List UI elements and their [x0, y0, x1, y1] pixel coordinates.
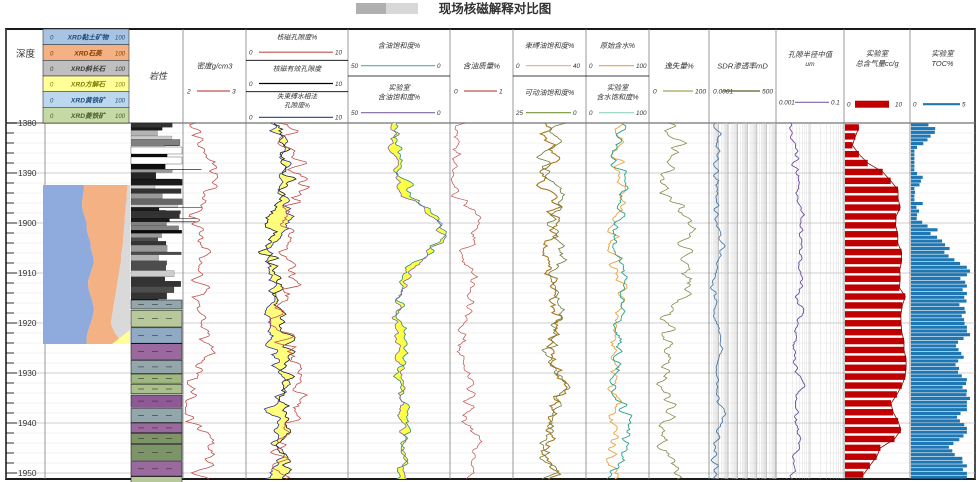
svg-text:可动油饱和度%: 可动油饱和度%: [525, 88, 575, 97]
svg-text:0: 0: [437, 110, 441, 117]
svg-text:现场核磁解释对比图: 现场核磁解释对比图: [439, 1, 552, 16]
svg-text:0: 0: [573, 110, 577, 117]
svg-text:10: 10: [895, 102, 903, 109]
svg-text:5: 5: [962, 102, 966, 109]
svg-text:失束缚水相法: 失束缚水相法: [277, 92, 318, 100]
svg-text:0: 0: [437, 63, 441, 70]
svg-text:100: 100: [115, 67, 126, 73]
svg-text:核磁有效孔隙度: 核磁有效孔隙度: [273, 65, 322, 73]
svg-text:0.001: 0.001: [779, 100, 795, 107]
svg-text:100: 100: [115, 36, 126, 42]
svg-text:0: 0: [249, 115, 253, 122]
svg-text:um: um: [805, 61, 815, 68]
svg-text:实验室: 实验室: [866, 49, 890, 58]
svg-text:0.0001: 0.0001: [713, 89, 734, 96]
svg-text:0: 0: [249, 50, 253, 57]
svg-text:密度g/cm3: 密度g/cm3: [197, 62, 234, 71]
svg-text:XRD石英: XRD石英: [73, 49, 103, 57]
svg-text:含油饱和度%: 含油饱和度%: [378, 41, 421, 50]
svg-text:1940: 1940: [18, 418, 37, 428]
svg-text:50: 50: [351, 63, 359, 70]
svg-text:原始含水%: 原始含水%: [600, 41, 636, 50]
svg-text:孔隙半径中值: 孔隙半径中值: [788, 50, 834, 59]
svg-text:25: 25: [515, 110, 524, 117]
svg-text:XRD方解石: XRD方解石: [70, 81, 106, 89]
svg-text:10: 10: [335, 81, 343, 88]
svg-text:100: 100: [115, 98, 126, 104]
svg-text:50: 50: [351, 110, 359, 117]
svg-text:1930: 1930: [18, 368, 37, 378]
svg-text:XRD菱铁矿: XRD菱铁矿: [70, 112, 106, 120]
svg-text:10: 10: [335, 50, 343, 57]
svg-text:100: 100: [636, 110, 647, 117]
svg-text:1900: 1900: [18, 218, 37, 228]
svg-text:XRD黄铁矿: XRD黄铁矿: [70, 96, 106, 104]
svg-text:1910: 1910: [18, 268, 37, 278]
svg-text:100: 100: [115, 83, 126, 89]
svg-text:实验室: 实验室: [388, 83, 411, 92]
svg-text:3: 3: [232, 89, 236, 96]
svg-text:0: 0: [847, 102, 851, 109]
svg-text:0: 0: [589, 110, 593, 117]
svg-text:0: 0: [249, 81, 253, 88]
svg-text:XRD斜长石: XRD斜长石: [70, 65, 106, 73]
svg-text:TOC%: TOC%: [931, 59, 953, 68]
svg-text:0: 0: [653, 89, 657, 96]
svg-text:100: 100: [695, 89, 706, 96]
svg-text:1390: 1390: [18, 168, 37, 178]
svg-text:0: 0: [589, 63, 593, 70]
svg-text:含水饱和度%: 含水饱和度%: [596, 92, 639, 101]
svg-text:孔隙度%: 孔隙度%: [284, 101, 310, 109]
svg-text:10: 10: [335, 115, 343, 122]
svg-text:1380: 1380: [18, 118, 37, 128]
svg-text:实验室: 实验室: [607, 83, 630, 92]
svg-text:0: 0: [516, 63, 520, 70]
svg-text:0: 0: [913, 102, 917, 109]
svg-text:逸失量%: 逸失量%: [664, 62, 694, 71]
svg-text:实验室: 实验室: [931, 49, 955, 58]
svg-text:XRD黏土矿物: XRD黏土矿物: [67, 34, 110, 42]
svg-text:1950: 1950: [18, 468, 37, 478]
svg-text:束缚油饱和度%: 束缚油饱和度%: [525, 41, 575, 50]
svg-text:SDR渗透率mD: SDR渗透率mD: [717, 62, 768, 71]
svg-text:1920: 1920: [18, 318, 37, 328]
svg-text:40: 40: [573, 63, 581, 70]
svg-text:100: 100: [636, 63, 647, 70]
svg-text:100: 100: [115, 114, 126, 120]
svg-text:含油饱和度%: 含油饱和度%: [378, 92, 421, 101]
svg-text:深度: 深度: [16, 48, 36, 60]
svg-text:1: 1: [499, 89, 503, 96]
svg-text:0: 0: [454, 89, 458, 96]
svg-text:100: 100: [115, 51, 126, 57]
svg-text:岩性: 岩性: [149, 71, 168, 81]
svg-text:2: 2: [186, 89, 191, 96]
svg-text:0.1: 0.1: [831, 100, 840, 107]
svg-text:总含气量cc/g: 总含气量cc/g: [855, 59, 899, 68]
svg-text:含油质量%: 含油质量%: [463, 62, 500, 71]
svg-text:核磁孔隙度%: 核磁孔隙度%: [277, 34, 318, 42]
svg-text:500: 500: [762, 89, 773, 96]
